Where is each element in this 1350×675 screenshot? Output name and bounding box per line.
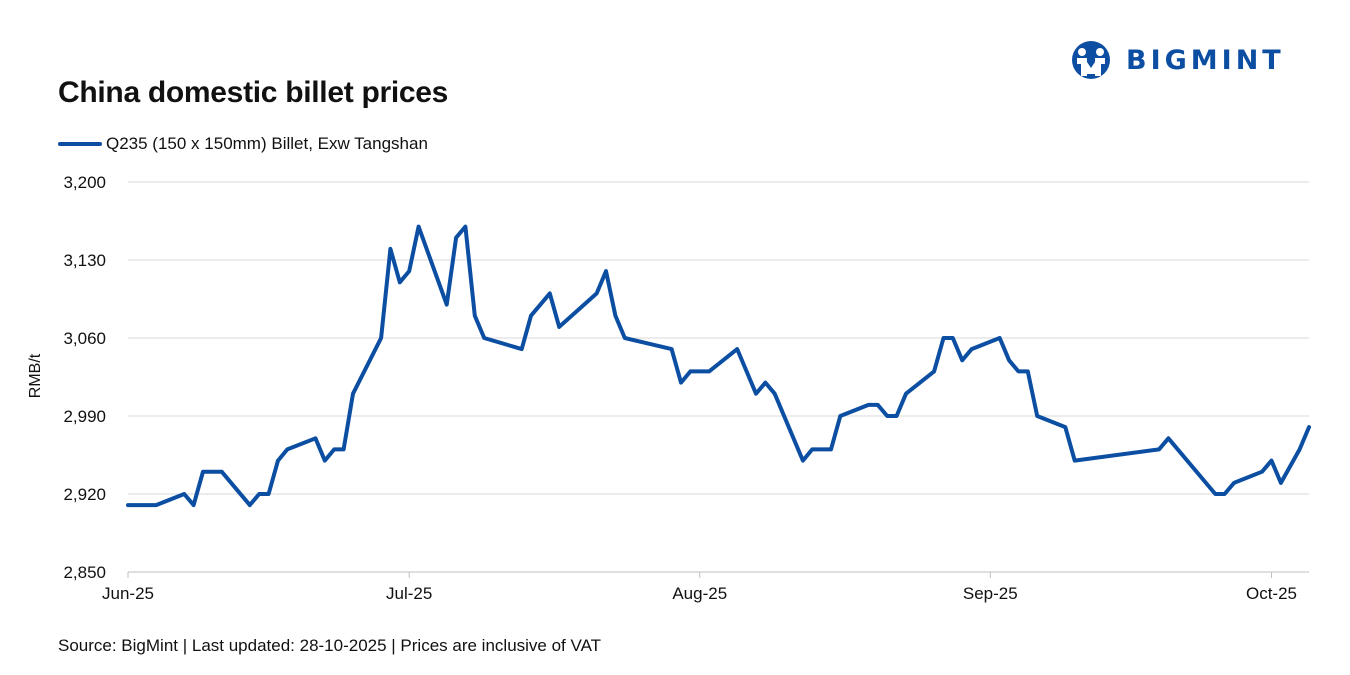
- data-point: [398, 280, 402, 284]
- data-point: [1269, 459, 1274, 463]
- data-point: [838, 414, 842, 418]
- data-point: [323, 459, 327, 463]
- data-point: [1232, 481, 1236, 485]
- data-point: [1035, 414, 1039, 418]
- y-axis-label: RMB/t: [27, 353, 44, 398]
- data-point: [313, 436, 318, 440]
- data-point: [267, 492, 271, 496]
- data-point: [342, 447, 346, 451]
- x-tick-label: Jul-25: [386, 584, 432, 603]
- data-point: [773, 392, 777, 396]
- data-point: [220, 470, 224, 474]
- data-point: [604, 269, 608, 273]
- data-point: [670, 347, 674, 351]
- series-line-billet-price: [126, 224, 1311, 508]
- data-point: [885, 414, 889, 418]
- data-point: [154, 503, 158, 507]
- data-point: [895, 414, 899, 418]
- axes: 2,850 2,920 2,990 3,060 3,130 3,200 Jun-25 Jul-…: [63, 173, 1309, 603]
- x-tick-label: Aug-25: [672, 584, 727, 603]
- data-point: [379, 336, 383, 340]
- data-point: [801, 459, 805, 463]
- data-point: [257, 492, 261, 496]
- data-point: [351, 392, 355, 396]
- data-point: [1213, 492, 1217, 496]
- x-tick-label: Jun-25: [102, 584, 154, 603]
- data-point: [735, 347, 739, 351]
- data-point: [866, 403, 871, 407]
- data-point: [904, 392, 908, 396]
- brand-name: BIGMINT: [1126, 44, 1285, 76]
- data-point: [763, 381, 768, 385]
- data-point: [388, 247, 392, 251]
- data-point: [1307, 425, 1311, 429]
- data-point: [679, 381, 683, 385]
- data-point: [998, 336, 1002, 340]
- y-tick-label: 2,920: [63, 485, 106, 504]
- bigmint-emblem-icon: [1072, 41, 1110, 79]
- data-point: [1166, 436, 1170, 440]
- data-point: [623, 336, 627, 340]
- y-tick-label: 3,060: [63, 329, 106, 348]
- data-point: [248, 503, 252, 507]
- gridlines: [128, 181, 1309, 495]
- data-point: [745, 369, 749, 373]
- data-point: [829, 447, 833, 451]
- legend-label: Q235 (150 x 150mm) Billet, Exw Tangshan: [106, 134, 428, 153]
- data-point: [1063, 425, 1067, 429]
- data-point: [201, 470, 205, 474]
- data-point: [941, 336, 946, 340]
- data-point: [463, 225, 467, 229]
- data-point: [1157, 447, 1161, 451]
- data-point: [454, 236, 458, 240]
- data-point: [951, 336, 955, 340]
- data-point: [407, 269, 411, 273]
- data-point: [1026, 369, 1030, 373]
- data-point: [126, 503, 130, 507]
- data-point: [960, 358, 964, 362]
- data-point: [520, 347, 524, 351]
- y-tick-label: 3,200: [63, 173, 106, 192]
- data-point: [1073, 459, 1077, 463]
- data-point: [548, 291, 552, 295]
- data-point: [473, 314, 477, 318]
- data-point: [613, 314, 618, 318]
- data-point: [754, 392, 758, 396]
- y-tick-label: 3,130: [63, 251, 106, 270]
- data-point: [707, 369, 711, 373]
- chart-title: China domestic billet prices: [58, 76, 449, 109]
- series-layer: [126, 224, 1311, 508]
- data-point: [1298, 447, 1302, 451]
- data-point: [1279, 481, 1283, 485]
- data-point: [332, 447, 336, 451]
- data-point: [595, 291, 599, 295]
- x-tick-label: Sep-25: [963, 584, 1018, 603]
- y-tick-label: 2,990: [63, 407, 106, 426]
- data-point: [417, 225, 421, 229]
- data-point: [276, 459, 280, 463]
- data-point: [876, 403, 880, 407]
- legend-swatch: [58, 142, 102, 146]
- chart-legend: Q235 (150 x 150mm) Billet, Exw Tangshan: [58, 134, 428, 154]
- data-point: [688, 369, 693, 373]
- y-tick-label: 2,850: [63, 563, 106, 582]
- data-point: [970, 347, 974, 351]
- data-point: [1016, 369, 1021, 373]
- source-footnote: Source: BigMint | Last updated: 28-10-20…: [58, 636, 602, 655]
- data-point: [810, 447, 814, 451]
- data-point: [932, 369, 936, 373]
- data-point: [1260, 470, 1264, 474]
- data-point: [529, 314, 533, 318]
- data-point: [182, 492, 186, 496]
- x-tick-label: Oct-25: [1246, 584, 1297, 603]
- data-point: [557, 325, 561, 329]
- data-point: [285, 447, 289, 451]
- data-point: [1223, 492, 1227, 496]
- data-point: [192, 503, 196, 507]
- bigmint-logo: BIGMINT: [1068, 40, 1285, 80]
- data-point: [445, 303, 449, 307]
- data-point: [1007, 358, 1011, 362]
- data-point: [482, 336, 486, 340]
